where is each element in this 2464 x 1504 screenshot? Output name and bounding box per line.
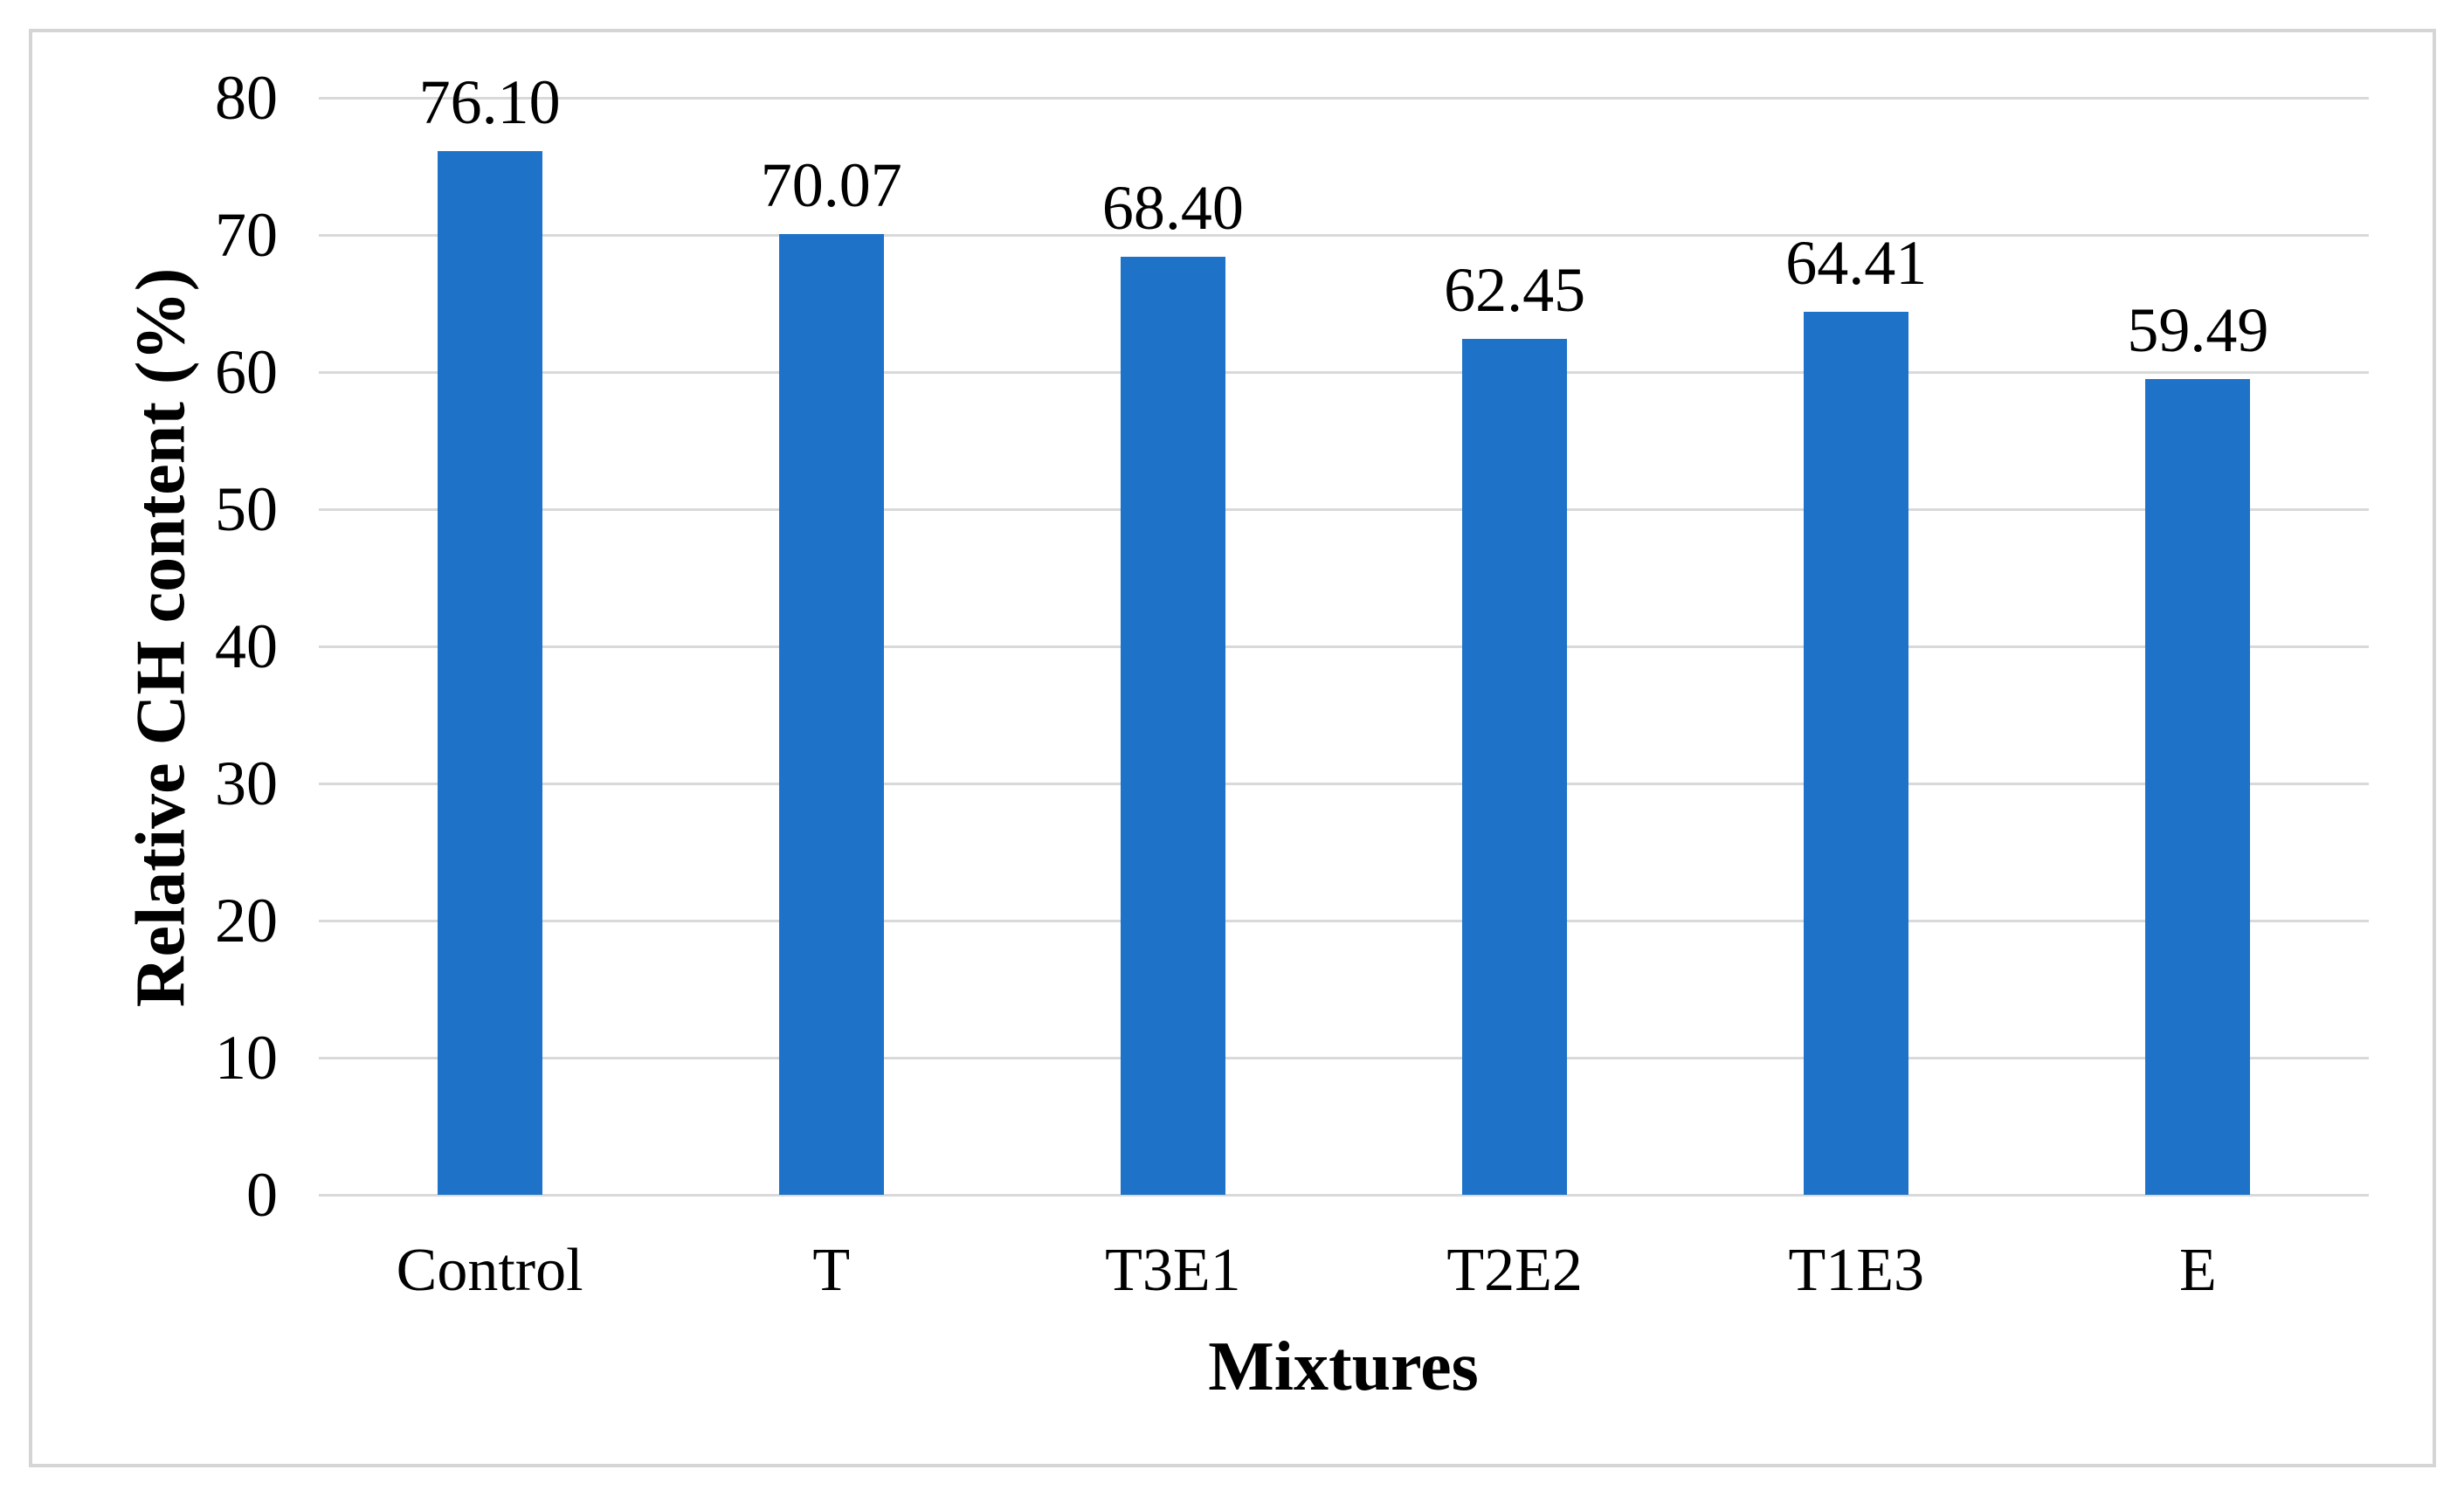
- gridline-y-30: [319, 782, 2369, 785]
- y-tick-label-80: 80: [215, 63, 278, 133]
- y-tick-label-60: 60: [215, 337, 278, 407]
- x-category-label-t: T: [812, 1237, 851, 1304]
- bar-t3e1: [1120, 257, 1225, 1195]
- gridline-y-10: [319, 1056, 2369, 1059]
- bar-value-label-t1e3: 64.41: [1785, 227, 1928, 298]
- y-tick-label-30: 30: [215, 749, 278, 818]
- bar-t1e3: [1804, 311, 1909, 1195]
- chart-frame: [29, 29, 2436, 1467]
- bar-value-label-t2e2: 62.45: [1444, 254, 1586, 325]
- gridline-y-0: [319, 1193, 2369, 1197]
- bar-value-label-control: 76.10: [418, 67, 561, 138]
- gridline-y-70: [319, 233, 2369, 237]
- gridline-y-80: [319, 96, 2369, 100]
- bar-value-label-t3e1: 68.40: [1101, 173, 1244, 244]
- y-axis-title: Relative CH content (%): [122, 267, 200, 1008]
- bar-value-label-e: 59.49: [2127, 295, 2269, 365]
- y-tick-label-40: 40: [215, 611, 278, 681]
- x-category-label-t3e1: T3E1: [1105, 1237, 1241, 1304]
- gridline-y-40: [319, 645, 2369, 648]
- x-category-label-control: Control: [396, 1237, 583, 1304]
- bar-e: [2145, 379, 2251, 1195]
- y-tick-label-50: 50: [215, 474, 278, 544]
- bar-t: [778, 233, 884, 1195]
- x-category-label-t1e3: T1E3: [1788, 1237, 1925, 1304]
- bar-t2e2: [1462, 338, 1568, 1195]
- gridline-y-20: [319, 919, 2369, 922]
- gridline-y-60: [319, 370, 2369, 374]
- y-tick-label-0: 0: [246, 1160, 278, 1230]
- x-category-label-e: E: [2179, 1237, 2217, 1304]
- bar-control: [437, 151, 542, 1195]
- x-category-label-t2e2: T2E2: [1446, 1237, 1583, 1304]
- y-tick-label-20: 20: [215, 886, 278, 956]
- y-tick-label-70: 70: [215, 200, 278, 270]
- gridline-y-50: [319, 507, 2369, 511]
- y-tick-label-10: 10: [215, 1023, 278, 1093]
- bar-value-label-t: 70.07: [760, 149, 902, 220]
- x-axis-title: Mixtures: [1208, 1328, 1479, 1405]
